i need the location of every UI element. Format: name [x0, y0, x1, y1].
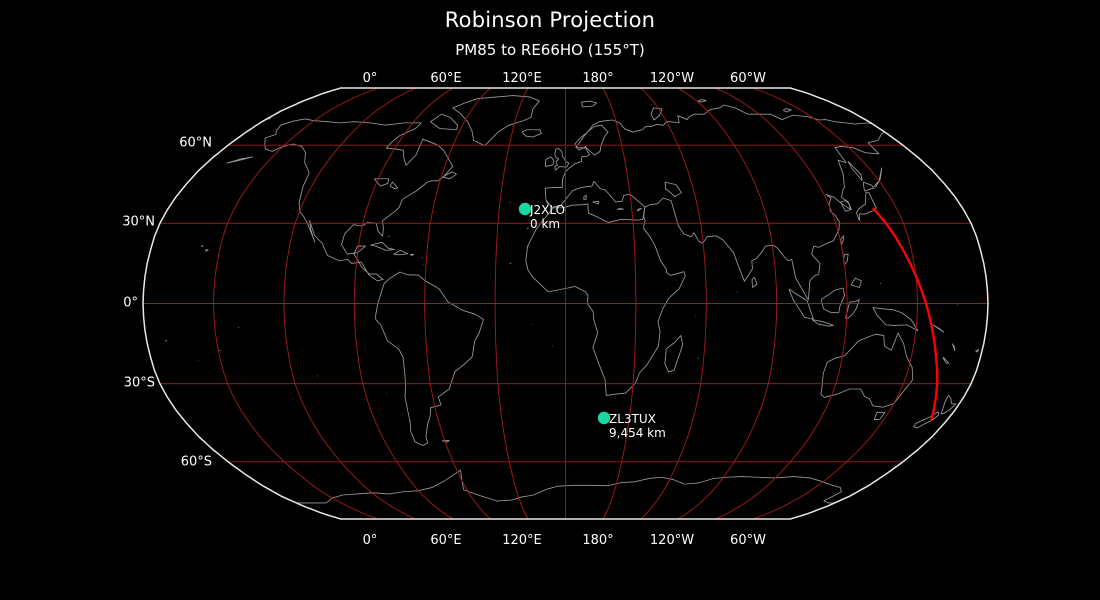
lon-tick-top-3: 180° — [582, 71, 614, 86]
station-callsign: J2XLO — [530, 203, 566, 217]
coastline-path — [375, 271, 484, 446]
coastline-path — [583, 194, 587, 200]
coastline-path — [525, 104, 886, 396]
coastline-path — [393, 249, 409, 256]
coastline-path — [845, 299, 860, 319]
coastlines-layer — [165, 95, 980, 504]
coastline-path — [575, 124, 609, 156]
markers-layer — [518, 202, 611, 425]
station-distance: 0 km — [530, 217, 561, 231]
great-circle-path — [872, 207, 939, 421]
coastline-path — [664, 335, 684, 373]
coastline-path — [165, 339, 168, 342]
coastline-path — [442, 171, 457, 180]
coastline-path — [650, 107, 663, 121]
coastline-path — [856, 192, 877, 221]
map-boundary — [142, 87, 989, 520]
lon-tick-bottom-3: 180° — [582, 533, 614, 548]
page-title: Robinson Projection — [444, 8, 656, 32]
coastline-path — [544, 156, 555, 167]
station-marker-zl3tux[interactable] — [597, 411, 611, 425]
coastline-path — [942, 357, 950, 364]
coastline-path — [788, 288, 814, 320]
coastline-path — [617, 207, 624, 210]
lon-tick-top-4: 120°W — [649, 71, 695, 86]
coastline-path — [581, 100, 598, 108]
path-line — [872, 207, 939, 421]
lat-tick-3: 30°S — [123, 375, 155, 391]
coastline-path — [521, 129, 542, 138]
coastline-path — [940, 395, 957, 415]
coastline-path — [664, 181, 682, 198]
graticule-layer — [142, 87, 989, 520]
lon-tick-bottom-1: 60°E — [430, 533, 462, 548]
lon-tick-top-0: 0° — [362, 71, 378, 86]
coastline-path — [430, 113, 458, 131]
coastline-path — [592, 201, 600, 205]
coastline-path — [811, 319, 834, 327]
coastline-path — [226, 156, 254, 164]
coastline-path — [697, 99, 707, 103]
coastline-path — [751, 276, 758, 288]
coastline-path — [636, 207, 643, 212]
coastline-path — [373, 178, 390, 187]
coastline-path — [862, 181, 875, 192]
coastline-path — [370, 241, 395, 251]
coastline-path — [850, 277, 862, 288]
coastline-path — [873, 411, 886, 421]
coastline-path — [409, 253, 415, 256]
coastline-path — [872, 307, 919, 332]
coastline-path — [452, 95, 540, 147]
coastline-path — [389, 181, 399, 190]
station-label-zl3tux: ZL3TUX 9,454 km — [609, 412, 666, 440]
station-distance: 9,454 km — [609, 426, 666, 440]
lat-tick-0: 60°N — [179, 135, 212, 151]
coastline-path — [264, 118, 454, 282]
lat-tick-2: 0° — [123, 295, 138, 311]
lat-tick-4: 60°S — [180, 454, 212, 470]
lon-tick-bottom-5: 60°W — [730, 533, 766, 548]
coastline-path — [205, 249, 209, 252]
lat-tick-1: 30°N — [122, 214, 155, 230]
coastline-path — [782, 108, 792, 113]
coastline-path — [526, 227, 529, 230]
station-marker-j2xlo[interactable] — [518, 202, 532, 216]
coastline-path — [840, 200, 852, 212]
lon-tick-bottom-4: 120°W — [649, 533, 695, 548]
lon-tick-top-2: 120°E — [502, 71, 542, 86]
map-outline — [142, 87, 989, 520]
coastline-path — [951, 343, 956, 352]
coastline-path — [820, 287, 846, 314]
coastline-path — [975, 349, 980, 353]
coastline-path — [847, 161, 863, 182]
coastline-path — [840, 235, 845, 245]
page-subtitle: PM85 to RE66HO (155°T) — [455, 41, 645, 59]
coastline-path — [932, 324, 945, 333]
coastline-path — [820, 332, 914, 408]
coastline-path — [201, 245, 204, 247]
station-callsign: ZL3TUX — [609, 412, 656, 426]
coastline-path — [545, 199, 550, 205]
lon-tick-bottom-2: 120°E — [502, 533, 542, 548]
coastline-path — [296, 469, 842, 504]
lon-tick-bottom-0: 0° — [362, 533, 378, 548]
coastline-path — [554, 148, 570, 171]
coastline-path — [913, 411, 940, 429]
lon-tick-top-5: 60°W — [730, 71, 766, 86]
lon-tick-top-1: 60°E — [430, 71, 462, 86]
coastline-path — [388, 235, 390, 238]
station-label-j2xlo: J2XLO 0 km — [530, 203, 565, 231]
